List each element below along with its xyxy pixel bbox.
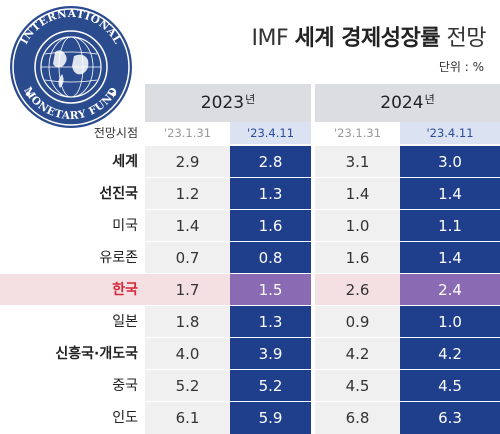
table-cell: 4.5 [315,370,400,402]
table-row: 신흥국·개도국 4.0 3.9 4.2 4.2 [0,338,500,370]
table-row: 한국 1.7 1.5 2.6 2.4 [0,274,500,306]
row-label: 유로존 [99,250,138,266]
row-label: 세계 [112,154,138,170]
table-cell: 1.3 [230,306,311,338]
row-divider [0,337,500,338]
table-row: 선진국 1.2 1.3 1.4 1.4 [0,178,500,210]
table-cell: 1.7 [145,274,230,306]
row-label: 한국 [112,282,138,298]
row-divider [0,209,500,210]
row-divider [0,369,500,370]
row-divider [0,177,500,178]
year-suffix: 년 [245,93,256,106]
table-row: 세계 2.9 2.8 3.1 3.0 [0,146,500,178]
table-cell: 2.4 [400,274,500,306]
table-row: 인도 6.1 5.9 6.8 6.3 [0,402,500,434]
date-label: '23.1.31 [163,126,212,140]
title-prefix: IMF [251,26,295,51]
table-cell: 5.2 [230,370,311,402]
date-label: '23.1.31 [333,126,382,140]
table-cell: 4.0 [145,338,230,370]
table-cell: 1.4 [400,242,500,274]
table-cell: 5.2 [145,370,230,402]
table-cell: 6.3 [400,402,500,434]
highlight-bar [0,274,145,306]
row-label: 신흥국·개도국 [55,346,138,362]
row-label: 선진국 [99,186,138,202]
row-label: 인도 [112,410,138,426]
row-label: 미국 [112,218,138,234]
globe-icon [40,36,102,98]
row-label: 중국 [112,378,138,394]
year-header-2024: 2024 년 [315,84,500,122]
date-label: '23.4.11 [246,126,295,140]
title-main: 세계 경제성장률 [294,26,441,51]
table-cell: 0.7 [145,242,230,274]
table-cell: 1.3 [230,178,311,210]
table-cell: 1.5 [230,274,311,306]
table-cell: 1.4 [400,178,500,210]
table-cell: 1.8 [145,306,230,338]
date-header-bg [230,122,311,144]
table-row: 유로존 0.7 0.8 1.6 1.4 [0,242,500,274]
table-cell: 1.6 [315,242,400,274]
table-cell: 1.0 [315,210,400,242]
row-divider [0,273,500,274]
unit-label: 단위 : % [438,60,484,74]
table-cell: 2.9 [145,146,230,178]
table-cell: 1.4 [315,178,400,210]
row-label-header: 전망시점 [93,126,138,140]
table-cell: 4.2 [315,338,400,370]
year-suffix: 년 [424,93,435,106]
row-divider [0,241,500,242]
table-cell: 2.6 [315,274,400,306]
table-row: 중국 5.2 5.2 4.5 4.5 [0,370,500,402]
table-cell: 4.2 [400,338,500,370]
year-header-2023: 2023 년 [145,84,311,122]
table-cell: 6.1 [145,402,230,434]
table-cell: 6.8 [315,402,400,434]
table-row: 미국 1.4 1.6 1.0 1.1 [0,210,500,242]
table-cell: 4.5 [400,370,500,402]
year-label: 2024 [380,93,424,113]
table-cell: 1.0 [400,306,500,338]
table-cell: 0.8 [230,242,311,274]
table-cell: 1.2 [145,178,230,210]
table-cell: 3.9 [230,338,311,370]
date-header-bg [400,122,500,144]
date-label: '23.4.11 [426,126,474,140]
year-label: 2023 [200,93,245,113]
table-cell: 3.1 [315,146,400,178]
table-cell: 1.4 [145,210,230,242]
title-suffix: 전망 [440,26,487,51]
table-cell: 1.1 [400,210,500,242]
table-cell: 3.0 [400,146,500,178]
table-row: 일본 1.8 1.3 0.9 1.0 [0,306,500,338]
imf-logo: INTERNATIONAL MONETARY FUND [10,6,132,128]
table-cell: 0.9 [315,306,400,338]
table-cell: 2.8 [230,146,311,178]
row-divider [0,305,500,306]
table-cell: 1.6 [230,210,311,242]
table-cell: 5.9 [230,402,311,434]
page-title: IMF 세계 경제성장률 전망 [251,20,487,52]
row-label: 일본 [112,314,138,330]
